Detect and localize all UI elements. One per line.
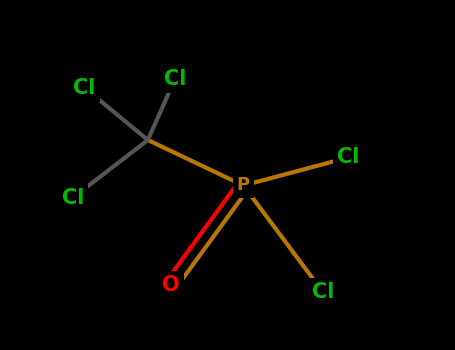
Text: Cl: Cl xyxy=(337,147,359,168)
Text: O: O xyxy=(162,275,179,295)
Text: Cl: Cl xyxy=(61,188,84,208)
Text: Cl: Cl xyxy=(73,77,96,98)
Text: P: P xyxy=(237,176,250,195)
Text: Cl: Cl xyxy=(312,282,334,302)
Text: Cl: Cl xyxy=(164,69,187,89)
